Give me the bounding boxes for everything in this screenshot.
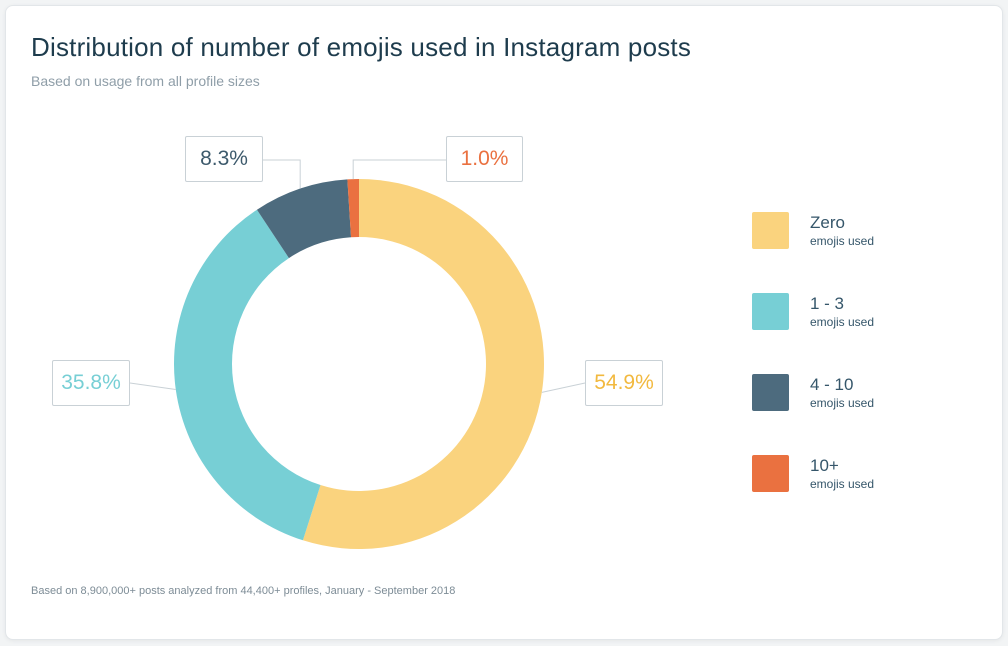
legend-label: 1 - 3 bbox=[810, 294, 845, 313]
leader-line-10 bbox=[352, 159, 446, 180]
chart-title: Distribution of number of emojis used in… bbox=[31, 32, 692, 62]
legend-item-10: 10+ emojis used bbox=[752, 455, 952, 493]
legend-swatch bbox=[752, 293, 789, 330]
callout-leader-lines bbox=[129, 159, 586, 393]
leader-line-zero bbox=[541, 382, 586, 393]
legend-sublabel: emojis used bbox=[810, 396, 875, 410]
data-label-zero: 54.9% bbox=[585, 360, 663, 406]
footnote: Based on 8,900,000+ posts analyzed from … bbox=[31, 585, 456, 597]
donut-slices bbox=[173, 179, 544, 549]
legend-item-1-3: 1 - 3 emojis used bbox=[752, 293, 952, 331]
legend-label: 10+ bbox=[810, 456, 839, 475]
legend-item-4-10: 4 - 10 emojis used bbox=[752, 374, 952, 412]
leader-line-4-10 bbox=[263, 159, 301, 189]
legend-label: 4 - 10 bbox=[810, 375, 854, 394]
data-label-4-10: 8.3% bbox=[185, 136, 263, 182]
donut-slice-4-10 bbox=[256, 179, 352, 259]
donut-slice-10 bbox=[347, 179, 359, 238]
donut-slice-1-3 bbox=[173, 209, 321, 541]
chart-subtitle: Based on usage from all profile sizes bbox=[31, 73, 260, 89]
legend-swatch bbox=[752, 455, 789, 492]
legend-label: Zero bbox=[810, 213, 845, 232]
donut-slice-zero bbox=[302, 179, 544, 549]
legend-sublabel: emojis used bbox=[810, 234, 875, 248]
legend-swatch bbox=[752, 374, 789, 411]
data-label-1-3: 35.8% bbox=[52, 360, 130, 406]
legend-sublabel: emojis used bbox=[810, 477, 875, 491]
data-label-10: 1.0% bbox=[446, 136, 523, 182]
legend-item-zero: Zero emojis used bbox=[752, 212, 952, 250]
legend-swatch bbox=[752, 212, 789, 249]
legend-sublabel: emojis used bbox=[810, 315, 875, 329]
leader-line-1-3 bbox=[129, 382, 176, 390]
